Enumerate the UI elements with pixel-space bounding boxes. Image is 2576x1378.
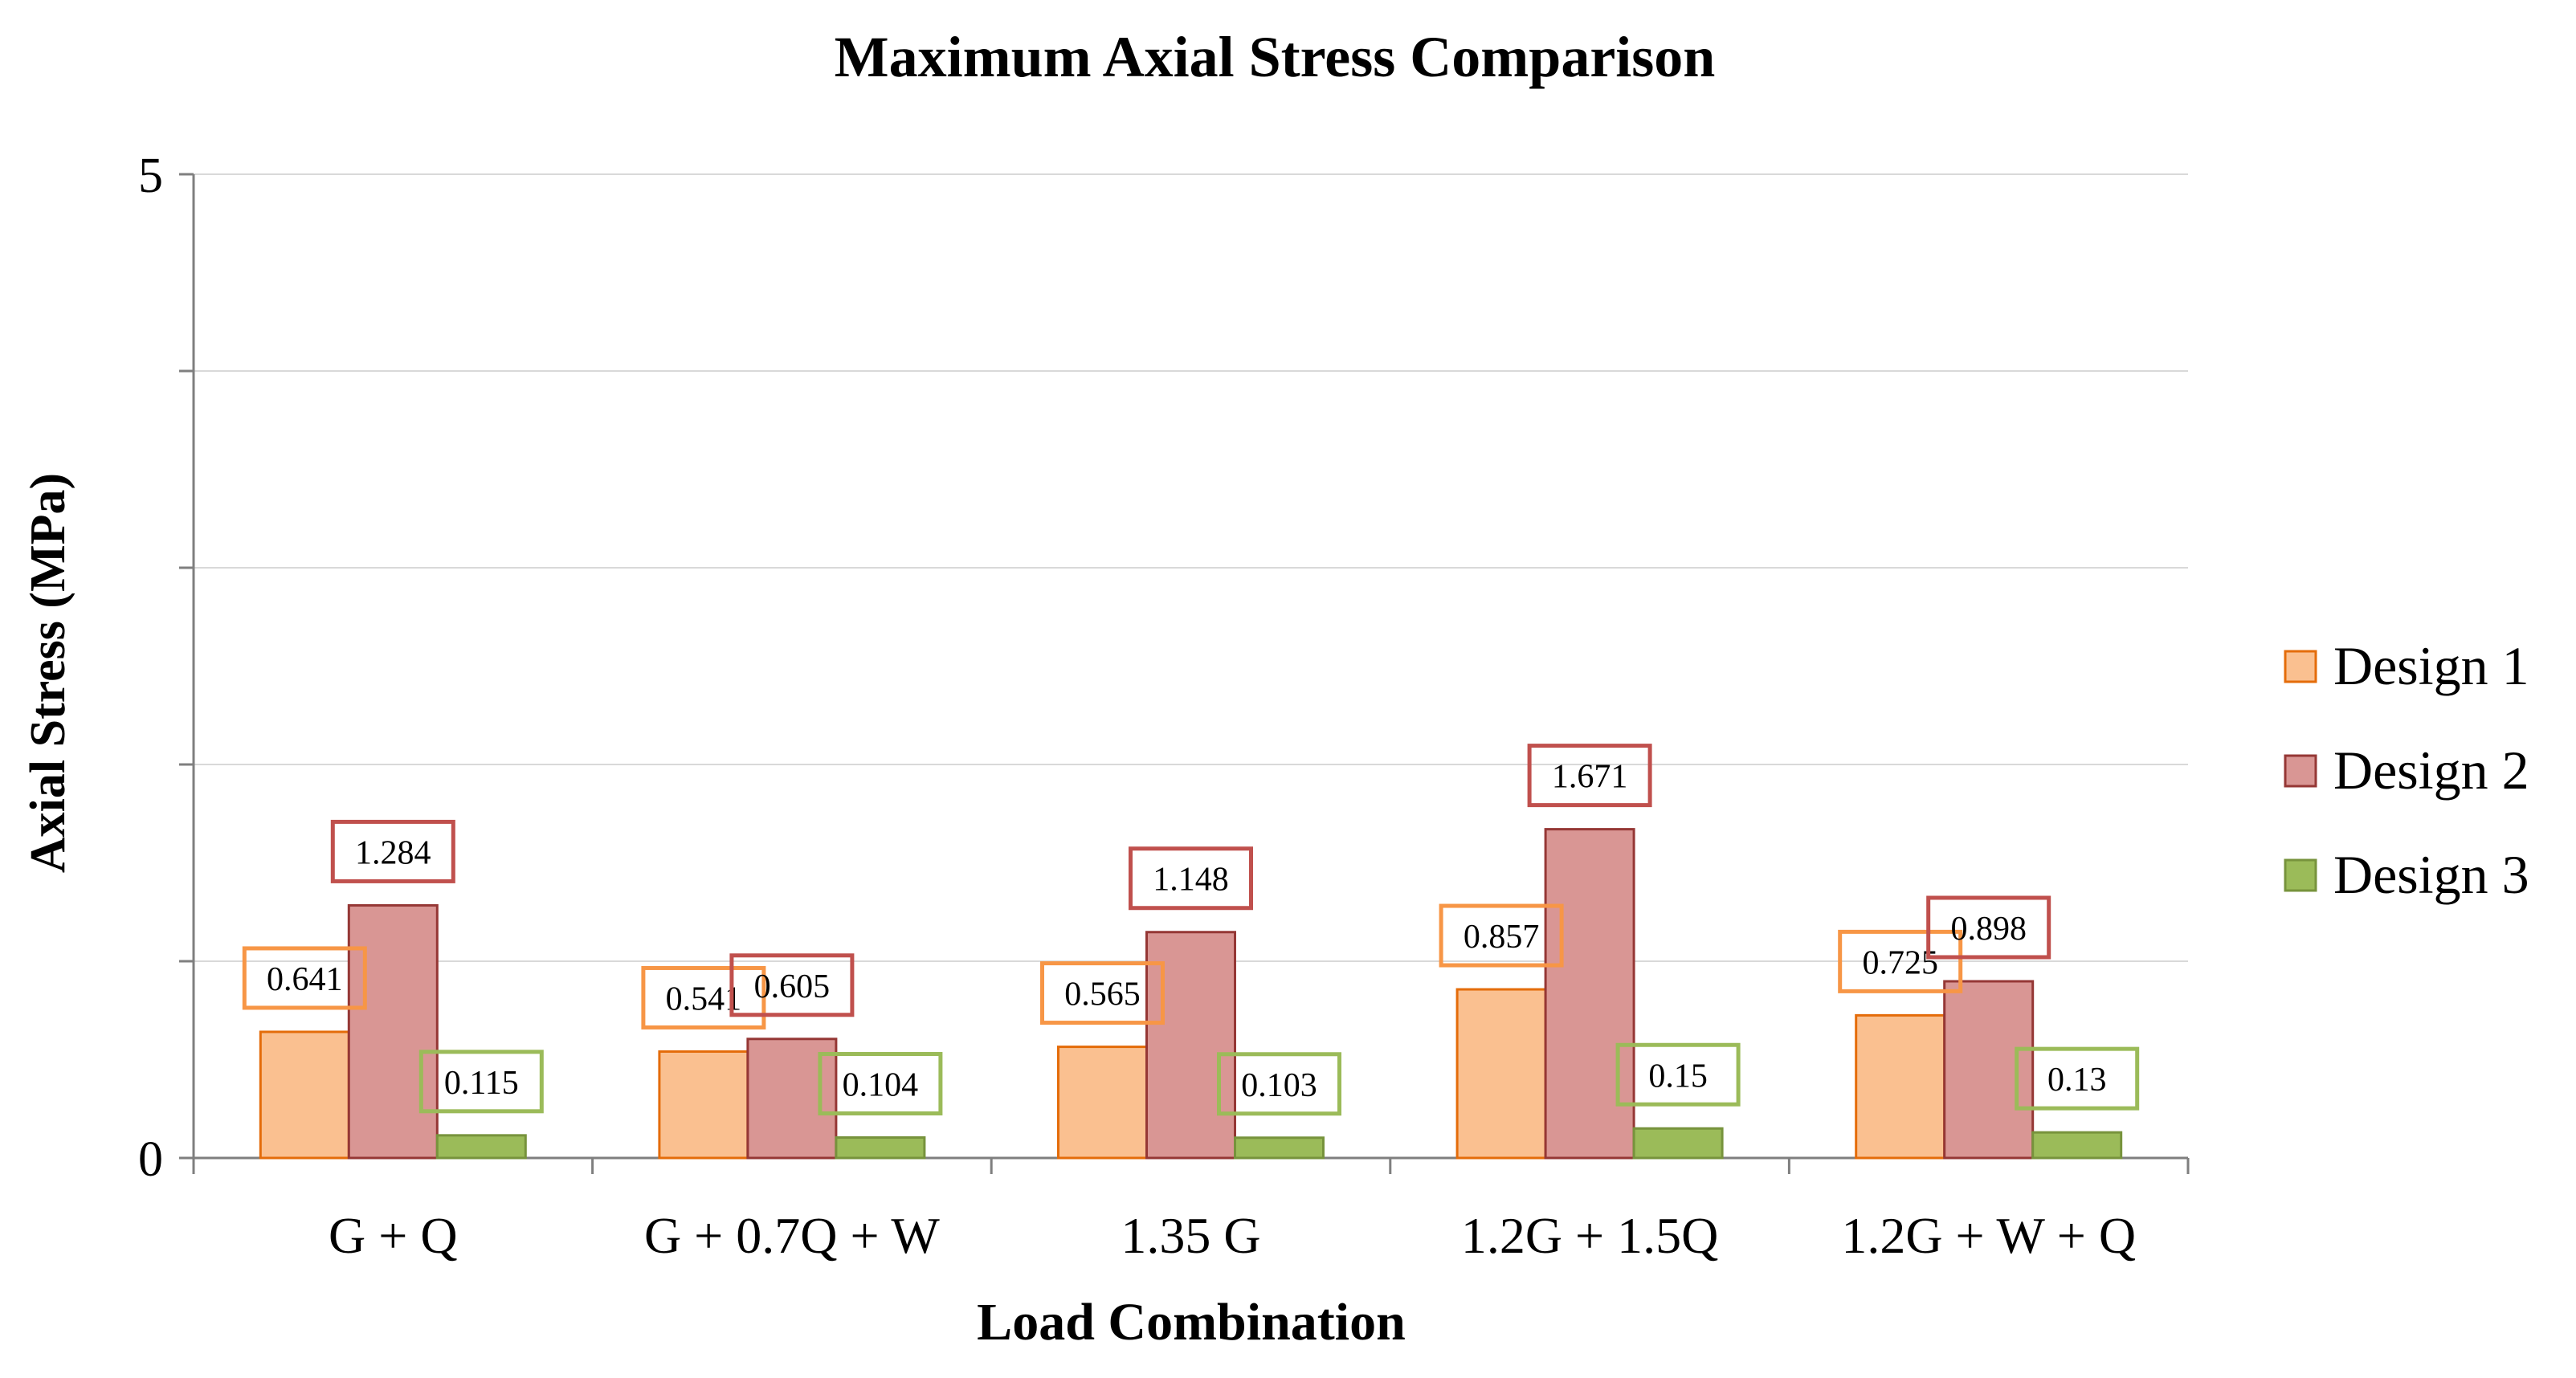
data-label-text: 0.565 <box>1064 976 1141 1013</box>
data-label-box <box>1040 961 1165 1025</box>
data-label: 0.565 <box>1040 961 1165 1025</box>
data-label: 0.605 <box>729 953 855 1017</box>
bar-design-1 <box>1455 988 1547 1160</box>
bar-design-3 <box>1632 1127 1724 1160</box>
data-label-box <box>1439 903 1564 968</box>
data-label-box <box>818 1052 943 1116</box>
data-label-text: 1.284 <box>355 834 431 871</box>
data-label-text: 0.898 <box>1950 911 2027 948</box>
y-tick-label: 5 <box>138 149 163 203</box>
data-label: 0.898 <box>1926 895 2051 960</box>
data-label-text: 0.15 <box>1648 1058 1708 1095</box>
data-label-text: 0.115 <box>444 1065 519 1102</box>
legend-label: Design 3 <box>2333 844 2529 905</box>
data-label: 0.104 <box>818 1052 943 1116</box>
legend-item-design-1: Design 1 <box>2284 635 2529 696</box>
bar-design-3 <box>835 1136 926 1160</box>
legend-label: Design 1 <box>2333 635 2529 696</box>
data-labels: 0.641 0.541 0.565 0.857 0.725 1.284 0.605 1.148… <box>242 744 2140 1116</box>
y-axis-title: Axial Stress (MPa) <box>21 473 76 873</box>
data-label: 0.857 <box>1439 903 1564 968</box>
data-label-text: 0.13 <box>2047 1062 2107 1099</box>
data-label-box <box>729 953 855 1017</box>
legend-swatch <box>2284 754 2317 788</box>
bar-design-1 <box>1057 1046 1148 1160</box>
x-tick-label: G + Q <box>329 1207 458 1264</box>
data-label-text: 0.857 <box>1464 919 1540 956</box>
y-tick-label: 0 <box>138 1132 163 1187</box>
data-label-box <box>418 1050 544 1114</box>
legend: Design 1 Design 2 Design 3 <box>2284 635 2529 905</box>
bar-design-2 <box>1145 931 1236 1160</box>
legend-swatch <box>2284 650 2317 683</box>
bar-design-2 <box>1544 828 1635 1160</box>
data-label: 0.641 <box>242 946 367 1010</box>
data-label: 1.671 <box>1527 744 1652 808</box>
data-label: 0.115 <box>418 1050 544 1114</box>
x-tick-label: 1.2G + 1.5Q <box>1461 1207 1719 1264</box>
bar-design-2 <box>746 1038 838 1160</box>
data-label: 1.148 <box>1129 846 1253 911</box>
legend-swatch <box>2284 858 2317 892</box>
bar-design-3 <box>1234 1136 1325 1160</box>
x-tick-label: 1.35 G <box>1121 1207 1260 1264</box>
data-label: 0.15 <box>1615 1042 1741 1107</box>
data-label-text: 0.541 <box>666 980 742 1017</box>
data-label-box <box>641 965 766 1029</box>
data-label-text: 0.641 <box>267 961 343 998</box>
data-label-box <box>2015 1046 2140 1111</box>
x-tick-label: G + 0.7Q + W <box>644 1207 940 1264</box>
data-label-box <box>1615 1042 1741 1107</box>
x-axis-title: Load Combination <box>977 1293 1406 1352</box>
bars <box>259 828 2123 1160</box>
data-label-text: 0.103 <box>1241 1067 1317 1104</box>
x-tick-label: 1.2G + W + Q <box>1841 1207 2136 1264</box>
data-label: 0.103 <box>1217 1052 1341 1116</box>
bar-design-3 <box>2031 1131 2123 1160</box>
data-label-box <box>1926 895 2051 960</box>
data-label-box <box>1217 1052 1341 1116</box>
legend-item-design-3: Design 3 <box>2284 844 2529 905</box>
bar-design-3 <box>435 1134 527 1160</box>
data-label-box <box>330 819 455 883</box>
data-label-box <box>1527 744 1652 808</box>
gridlines <box>194 173 2188 962</box>
data-label: 0.13 <box>2015 1046 2140 1111</box>
bar-design-2 <box>347 903 439 1160</box>
data-label-text: 0.104 <box>843 1067 919 1104</box>
data-label-text: 1.671 <box>1552 759 1628 796</box>
chart-title: Maximum Axial Stress Comparison <box>835 25 1716 89</box>
legend-item-design-2: Design 2 <box>2284 740 2529 801</box>
data-label-box <box>242 946 367 1010</box>
data-label: 0.541 <box>641 965 766 1029</box>
data-label: 1.284 <box>330 819 455 883</box>
data-label-text: 1.148 <box>1153 862 1229 899</box>
axes: Maximum Axial Stress Comparison Axial St… <box>21 25 2190 1352</box>
data-label-text: 0.725 <box>1862 944 1938 981</box>
data-label: 0.725 <box>1838 929 1963 993</box>
data-label-box <box>1838 929 1963 993</box>
bar-design-2 <box>1943 980 2035 1160</box>
legend-label: Design 2 <box>2333 740 2529 801</box>
bar-design-1 <box>259 1030 350 1160</box>
data-label-box <box>1129 846 1253 911</box>
data-label-text: 0.605 <box>754 968 831 1005</box>
bar-design-1 <box>658 1050 749 1160</box>
bar-design-1 <box>1855 1013 1946 1160</box>
